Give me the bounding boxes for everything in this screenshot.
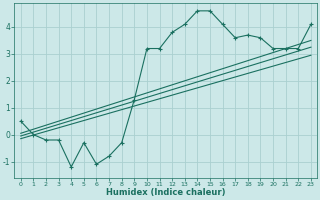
X-axis label: Humidex (Indice chaleur): Humidex (Indice chaleur) <box>106 188 226 197</box>
